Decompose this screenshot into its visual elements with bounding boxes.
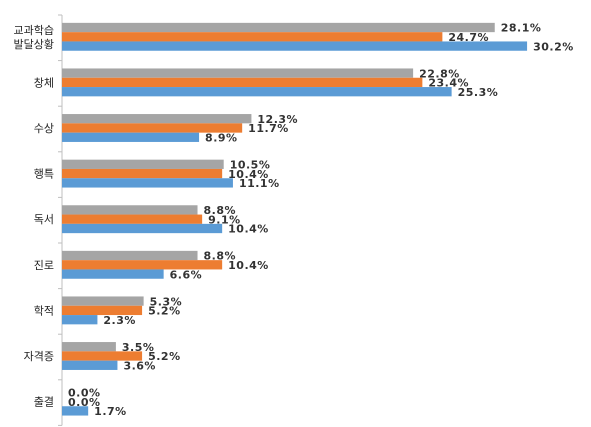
bar	[62, 250, 198, 261]
data-label: 2.3%	[103, 314, 136, 327]
category-label: 진로	[34, 259, 54, 272]
data-label: 22.8%	[419, 67, 460, 80]
bar	[62, 214, 203, 224]
category-label: 교과학습	[14, 24, 54, 37]
data-label: 10.4%	[228, 168, 269, 181]
bar	[62, 406, 89, 416]
data-label: 5.2%	[148, 350, 181, 363]
bar	[62, 296, 144, 306]
bar	[62, 260, 223, 270]
data-label: 10.5%	[230, 158, 271, 171]
category-label: 학적	[34, 304, 54, 317]
bar	[62, 269, 164, 279]
bar	[62, 342, 116, 352]
bar	[62, 114, 252, 124]
category-label: 독서	[34, 213, 54, 226]
data-label: 30.2%	[533, 40, 574, 53]
bar	[62, 77, 423, 88]
data-label: 11.7%	[248, 122, 289, 135]
bar	[62, 123, 243, 133]
data-label: 9.1%	[208, 213, 241, 226]
data-label: 12.3%	[257, 113, 298, 126]
bar	[62, 168, 223, 179]
bar	[62, 22, 495, 33]
data-label: 24.7%	[448, 31, 489, 44]
data-label: 8.8%	[204, 204, 237, 217]
data-label: 11.1%	[239, 177, 280, 190]
bar	[62, 315, 98, 325]
bar	[62, 68, 414, 78]
bar	[62, 360, 118, 370]
data-label: 28.1%	[501, 22, 542, 35]
bar	[62, 32, 443, 42]
bar	[62, 132, 200, 142]
data-label: 25.3%	[458, 86, 499, 99]
data-label: 23.4%	[428, 77, 469, 90]
data-label: 0.0%	[68, 386, 101, 399]
data-label: 5.2%	[148, 305, 181, 318]
data-label: 10.4%	[228, 223, 269, 236]
bar	[62, 205, 198, 215]
bar	[62, 223, 223, 234]
bar	[62, 351, 143, 361]
data-label: 3.5%	[122, 341, 155, 354]
bar	[62, 41, 528, 51]
data-label: 8.9%	[205, 131, 238, 144]
bar	[62, 87, 452, 97]
bar	[62, 305, 143, 316]
data-label: 1.7%	[94, 405, 127, 418]
bar	[62, 178, 233, 188]
category-label: 창체	[34, 76, 54, 89]
data-label: 5.3%	[150, 295, 183, 308]
data-label: 0.0%	[68, 396, 101, 409]
data-label: 10.4%	[228, 259, 269, 272]
data-label: 8.8%	[204, 250, 237, 263]
category-label: 자격증	[24, 350, 54, 363]
bar	[62, 159, 224, 169]
data-label: 6.6%	[170, 268, 203, 281]
category-label: 행특	[34, 168, 54, 181]
category-label: 출결	[34, 396, 54, 409]
category-label: 발달상황	[14, 38, 54, 51]
data-label: 3.6%	[123, 359, 156, 372]
category-label: 수상	[34, 122, 54, 135]
